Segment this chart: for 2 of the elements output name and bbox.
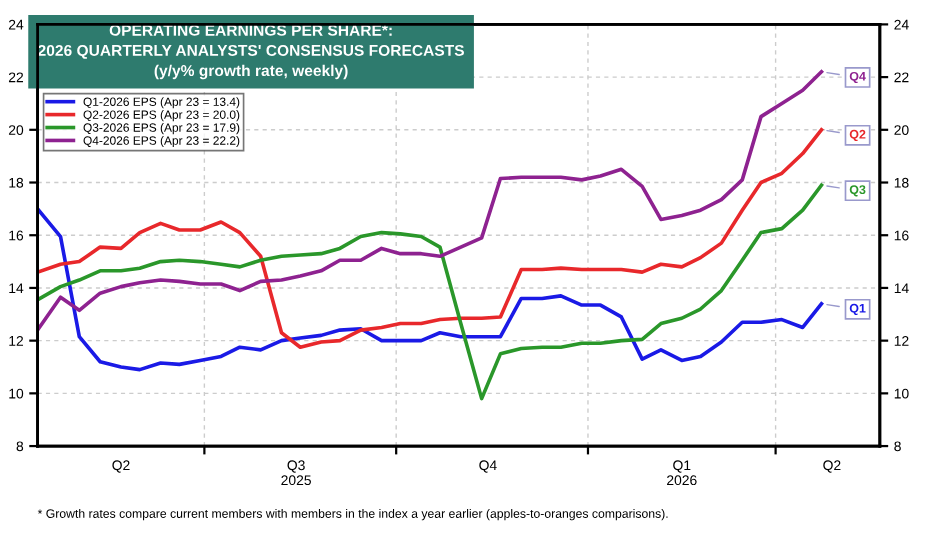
line-series <box>37 183 824 401</box>
line-series <box>37 207 824 372</box>
